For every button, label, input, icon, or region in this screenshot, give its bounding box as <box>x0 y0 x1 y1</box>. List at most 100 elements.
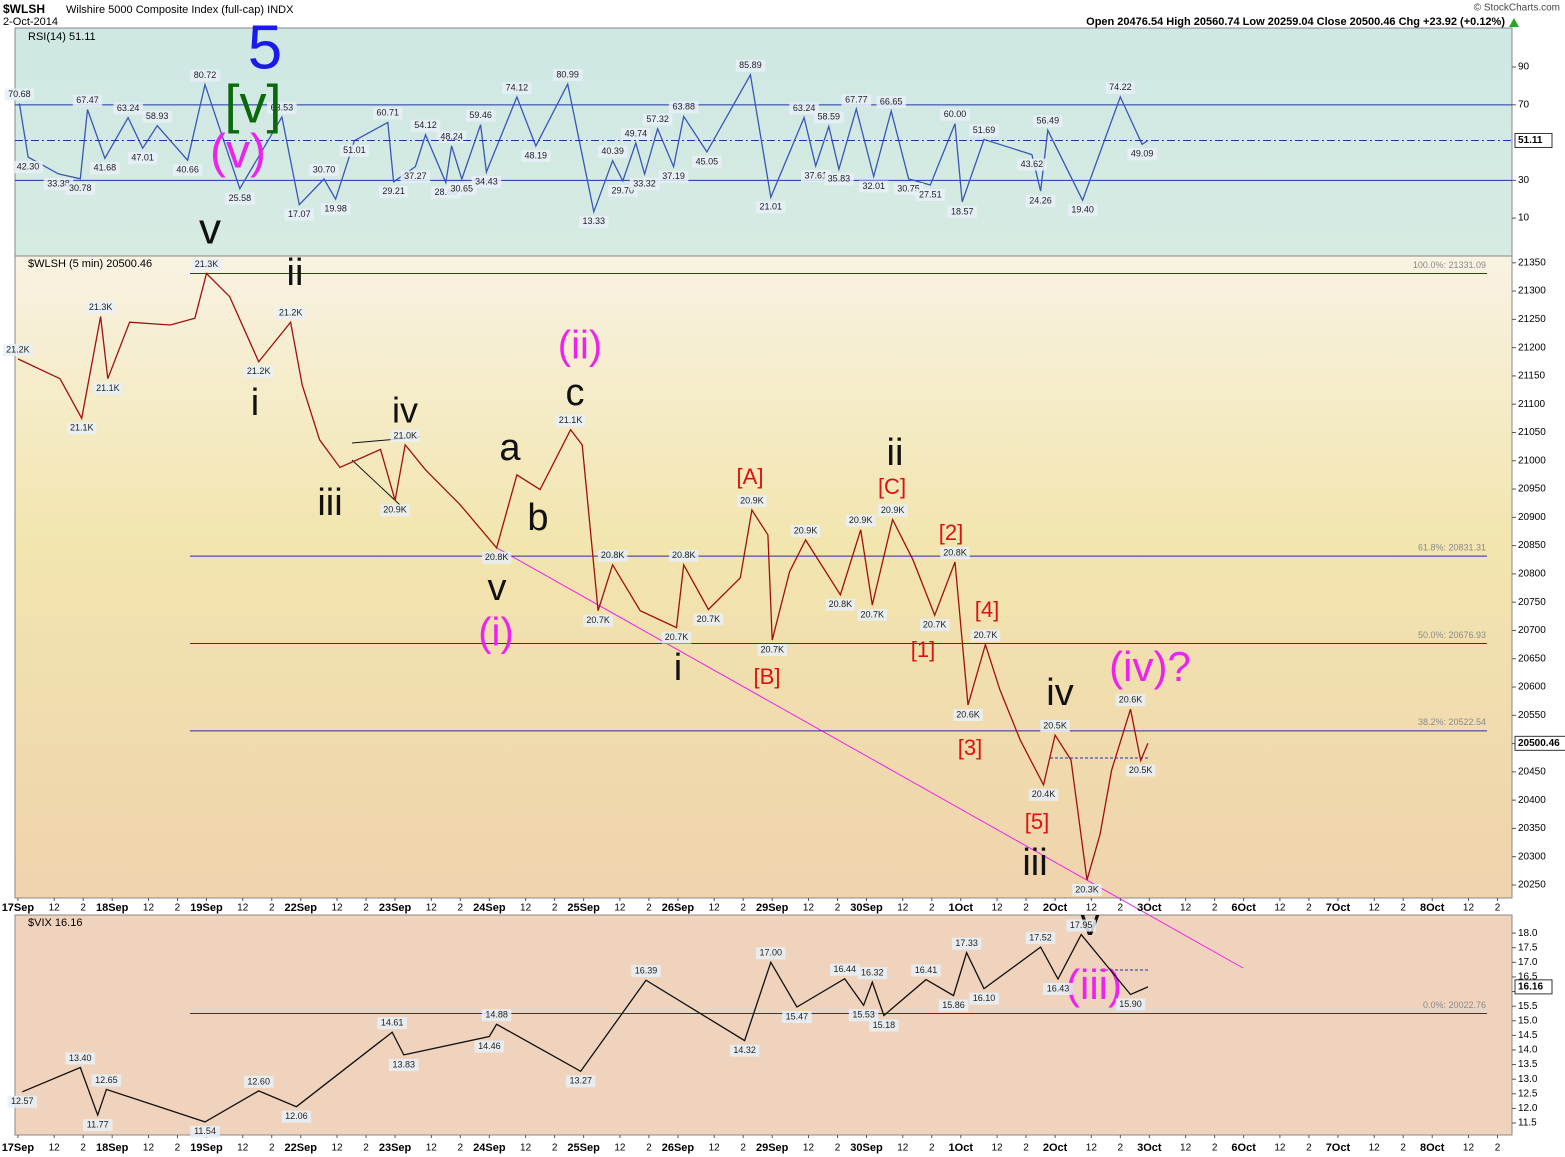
value-label: 59.46 <box>469 110 492 120</box>
value-label-box <box>309 163 339 176</box>
x-tick-label: 12 <box>49 903 61 914</box>
value-label: 51.69 <box>973 125 996 135</box>
value-label: 14.88 <box>485 1010 508 1020</box>
value-label: 21.2K <box>279 308 303 318</box>
x-tick-label: 1Oct <box>949 902 974 914</box>
value-label-box <box>1043 982 1073 995</box>
x-tick-label: 12 <box>897 1143 909 1154</box>
x-tick-label: 29Sep <box>756 902 789 914</box>
value-label: 35.83 <box>828 174 851 184</box>
value-label-box <box>940 547 970 560</box>
x-tick-label: 2 <box>646 1143 652 1154</box>
wave-label: (v) <box>210 126 266 179</box>
value-label-box <box>565 1075 596 1088</box>
value-label: 43.62 <box>1021 159 1044 169</box>
value-label-box <box>735 59 766 72</box>
value-label-box <box>911 964 941 977</box>
value-label: 40.39 <box>601 146 624 156</box>
y-tick-label: 21200 <box>1518 342 1546 353</box>
wave-label: (i) <box>478 611 514 655</box>
x-tick-label: 8Oct <box>1420 1142 1445 1154</box>
y-tick-label: 21300 <box>1518 286 1546 297</box>
x-tick-label: 2 <box>929 1143 935 1154</box>
value-label-box <box>829 963 860 976</box>
value-label: 20.5K <box>1043 720 1067 730</box>
value-label-box <box>857 967 888 980</box>
value-label-box <box>1066 919 1096 932</box>
ohlc: Open 20476.54 High 20560.74 Low 20259.04… <box>1086 16 1505 28</box>
value-label: 85.89 <box>739 60 762 70</box>
x-tick-label: 17Sep <box>2 1142 35 1154</box>
value-label-box <box>7 1095 38 1108</box>
current-value-box <box>1514 735 1565 751</box>
value-label-box <box>172 164 203 177</box>
value-label: 37.61 <box>804 170 827 180</box>
value-label: 15.18 <box>873 1020 896 1030</box>
wave-label: c <box>566 372 585 414</box>
y-tick-label: 21100 <box>1518 399 1546 410</box>
x-tick-label: 12 <box>614 1143 626 1154</box>
value-label: 13.40 <box>69 1053 92 1063</box>
x-tick-label: 30Sep <box>850 902 883 914</box>
value-label: 21.3K <box>195 259 219 269</box>
value-label-box <box>82 1119 113 1132</box>
current-value-box <box>1514 979 1553 995</box>
wave-label: a <box>499 427 521 469</box>
value-label-box <box>692 155 722 168</box>
value-label: 47.01 <box>131 153 154 163</box>
value-label: 21.0K <box>393 430 417 440</box>
value-label-box <box>845 514 876 527</box>
y-tick-label: 17.5 <box>1518 942 1538 953</box>
value-label-box <box>191 258 222 271</box>
x-tick-label: 2 <box>80 1143 86 1154</box>
value-label-box <box>668 101 699 114</box>
x-tick-label: 2 <box>1495 903 1501 914</box>
value-label: 12.06 <box>285 1111 308 1121</box>
value-label: 51.01 <box>343 145 366 155</box>
value-label: 20.8K <box>601 550 625 560</box>
x-tick-label: 2 <box>175 903 181 914</box>
value-label: 12.57 <box>11 1096 34 1106</box>
value-label-box <box>940 108 970 121</box>
value-label: 60.71 <box>377 108 400 118</box>
value-label-box <box>275 307 306 320</box>
value-label: 20.4K <box>1032 789 1056 799</box>
x-tick-label: 2 <box>269 1143 275 1154</box>
y-tick-label: 20350 <box>1518 823 1546 834</box>
value-label: 20.8K <box>485 552 509 562</box>
value-label-box <box>555 414 586 427</box>
value-label: 20.9K <box>881 505 905 515</box>
value-label: 63.24 <box>117 103 140 113</box>
x-tick-label: 12 <box>709 1143 721 1154</box>
y-tick-label: 20400 <box>1518 795 1546 806</box>
value-label-box <box>378 185 409 198</box>
x-tick-label: 12 <box>803 903 815 914</box>
value-label: 41.68 <box>94 163 117 173</box>
value-label: 63.88 <box>672 102 695 112</box>
value-label-box <box>841 94 872 107</box>
x-tick-label: 26Sep <box>662 1142 695 1154</box>
value-label-box <box>969 992 999 1005</box>
x-tick-label: 12 <box>803 1143 815 1154</box>
wave-label: [4] <box>975 597 999 622</box>
value-label: 80.99 <box>556 69 579 79</box>
value-label-box <box>642 113 673 126</box>
value-label-box <box>474 1040 505 1053</box>
y-tick-label: 12.0 <box>1518 1103 1538 1114</box>
value-label-box <box>668 549 699 562</box>
value-label: 17.00 <box>759 948 782 958</box>
current-value-box <box>1514 132 1553 148</box>
value-label: 14.61 <box>381 1018 404 1028</box>
value-label-box <box>597 145 628 158</box>
wave-label: (ii) <box>558 324 602 368</box>
x-tick-label: 2 <box>1118 903 1124 914</box>
x-tick-label: 8Oct <box>1420 902 1445 914</box>
x-tick-label: 12 <box>49 1143 61 1154</box>
value-label-box <box>693 613 724 626</box>
value-label-box <box>1115 998 1146 1011</box>
wave-label: (iii) <box>1066 961 1122 1008</box>
value-label: 20.3K <box>1075 884 1099 894</box>
wedge-line <box>351 459 401 506</box>
y-tick-label: 11.5 <box>1518 1118 1537 1129</box>
y-tick-label: 21350 <box>1518 257 1546 268</box>
